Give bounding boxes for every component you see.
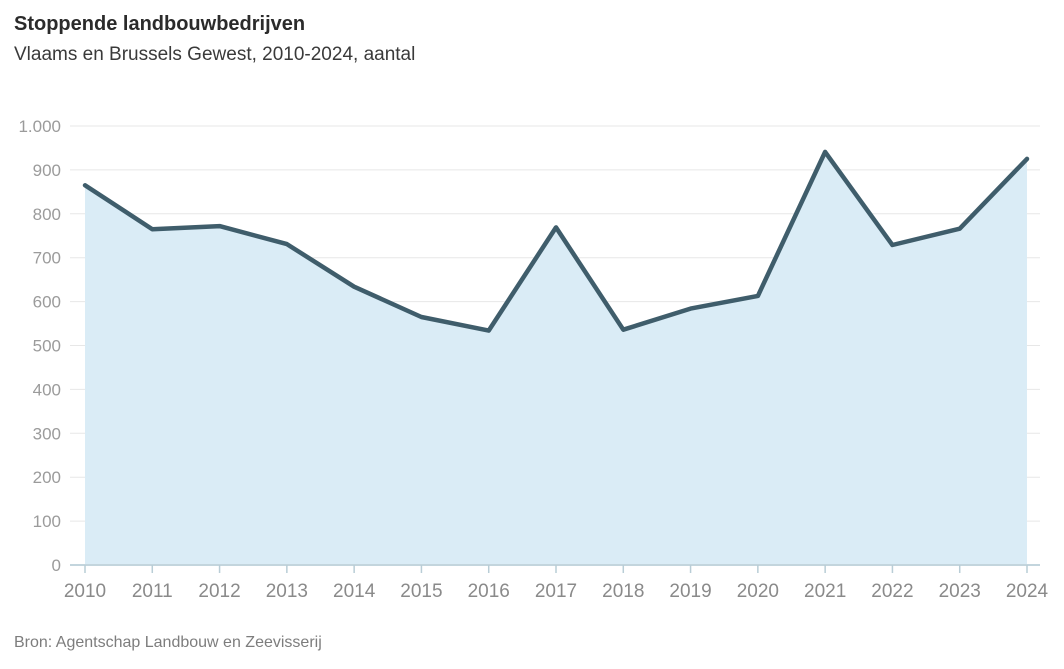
- x-tick-label: 2010: [64, 581, 106, 602]
- x-tick-label: 2019: [669, 581, 711, 602]
- x-tick-label: 2013: [266, 581, 308, 602]
- data-line: [82, 149, 1030, 333]
- y-tick-label: 200: [33, 468, 61, 487]
- source-note: Bron: Agentschap Landbouw en Zeevisserij: [14, 634, 322, 651]
- y-tick-label: 400: [33, 380, 61, 399]
- x-tick-label: 2016: [468, 581, 510, 602]
- y-tick-label: 800: [33, 205, 61, 224]
- x-tick-label: 2017: [535, 581, 577, 602]
- x-tick-label: 2011: [132, 581, 173, 602]
- x-tick-label: 2024: [1006, 581, 1049, 602]
- area-fill: [85, 151, 1027, 565]
- y-tick-label: 700: [33, 249, 61, 268]
- x-tick-label: 2021: [804, 581, 846, 602]
- y-tick-label: 600: [33, 293, 61, 312]
- chart-subtitle: Vlaams en Brussels Gewest, 2010-2024, aa…: [14, 44, 416, 65]
- y-tick-label: 900: [33, 161, 61, 180]
- y-tick-label: 300: [33, 424, 61, 443]
- y-tick-label: 1.000: [18, 117, 61, 136]
- x-tick-label: 2015: [400, 581, 442, 602]
- x-tick-label: 2018: [602, 581, 644, 602]
- x-tick-label: 2014: [333, 581, 376, 602]
- chart-title: Stoppende landbouwbedrijven: [14, 13, 306, 35]
- x-tick-label: 2023: [939, 581, 981, 602]
- area-line-chart: 0 100 200 300 400 500 600 700 800 900 1.000 2010 201…: [18, 117, 1049, 602]
- x-tick-label: 2020: [737, 581, 779, 602]
- y-tick-label: 0: [52, 556, 61, 575]
- x-tick-label: 2022: [871, 581, 913, 602]
- y-tick-label: 500: [33, 337, 61, 356]
- y-tick-label: 100: [33, 512, 61, 531]
- x-tick-label: 2012: [198, 581, 240, 602]
